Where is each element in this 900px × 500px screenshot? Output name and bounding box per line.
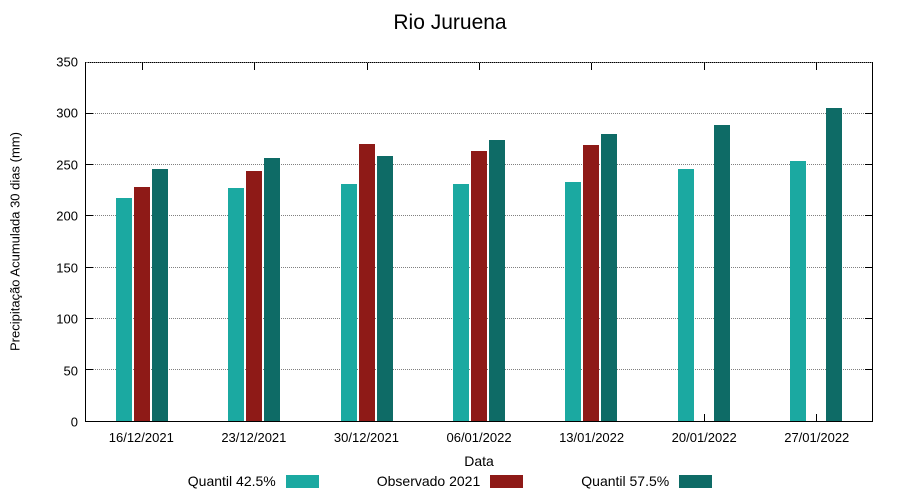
bar — [470, 150, 487, 421]
x-tick-label: 13/01/2022 — [559, 430, 625, 445]
y-tick-mark — [86, 113, 93, 115]
x-tick-mark — [815, 63, 817, 70]
bar — [601, 133, 618, 421]
y-tick-mark — [865, 368, 872, 370]
bar-group — [116, 63, 169, 421]
x-axis-tick-labels: 16/12/2021 23/12/2021 30/12/2021 06/01/2022… — [85, 430, 873, 445]
legend-swatch — [679, 474, 713, 488]
y-axis-tick-labels: 0 50 100 150 200 250 300 350 — [42, 55, 78, 430]
x-tick-label: 06/01/2022 — [446, 430, 512, 445]
bar-group — [452, 63, 505, 421]
legend-label: Quantil 57.5% — [581, 473, 670, 489]
y-tick-label: 100 — [56, 311, 78, 327]
bar — [340, 183, 357, 421]
plot-area — [85, 62, 873, 422]
x-tick-label: 30/12/2021 — [333, 430, 399, 445]
y-tick-mark — [86, 215, 93, 217]
x-tick-mark — [591, 63, 593, 70]
y-tick-mark — [865, 215, 872, 217]
bars-row — [86, 63, 872, 421]
bar — [789, 161, 806, 421]
y-tick-label: 350 — [56, 54, 78, 70]
bar — [116, 198, 133, 421]
x-tick-label: 27/01/2022 — [784, 430, 850, 445]
y-tick-mark — [86, 368, 93, 370]
legend-swatch — [285, 474, 319, 488]
chart-title: Rio Juruena — [393, 11, 507, 34]
bar — [677, 169, 694, 421]
bar — [134, 186, 151, 421]
y-tick-mark — [86, 317, 93, 319]
bar-group — [228, 63, 281, 421]
bar — [713, 125, 730, 421]
y-tick-label: 150 — [56, 260, 78, 276]
bar — [583, 144, 600, 421]
bar — [264, 158, 281, 421]
bar — [152, 169, 169, 421]
bar — [452, 183, 469, 421]
bar — [246, 171, 263, 421]
y-tick-label: 300 — [56, 105, 78, 121]
legend-item: Quantil 42.5% — [188, 473, 319, 489]
x-tick-label: 16/12/2021 — [108, 430, 174, 445]
y-tick-mark — [865, 113, 872, 115]
x-tick-mark — [479, 63, 480, 70]
x-tick-mark — [142, 63, 144, 70]
legend-item: Quantil 57.5% — [581, 473, 713, 489]
legend: Quantil 42.5% Observado 2021 Quantil 57.5% — [0, 473, 900, 489]
bar — [376, 156, 393, 421]
bar-group — [677, 63, 730, 421]
bar — [565, 181, 582, 421]
y-tick-label: 200 — [56, 208, 78, 224]
x-tick-mark — [703, 63, 705, 70]
x-tick-mark — [703, 414, 705, 421]
gridline — [86, 113, 872, 115]
x-tick-mark — [254, 63, 256, 70]
y-tick-mark — [865, 317, 872, 319]
legend-item: Observado 2021 — [377, 473, 524, 489]
y-tick-label: 50 — [63, 363, 78, 379]
x-tick-mark — [366, 63, 368, 70]
x-tick-label: 20/01/2022 — [671, 430, 737, 445]
bar-group — [565, 63, 618, 421]
legend-swatch — [490, 474, 524, 488]
y-tick-label: 250 — [56, 157, 78, 173]
y-tick-label: 0 — [70, 414, 78, 430]
y-tick-mark — [86, 164, 93, 166]
gridline — [86, 62, 872, 63]
legend-label: Observado 2021 — [376, 473, 481, 489]
y-tick-mark — [865, 164, 872, 166]
x-tick-label: 23/12/2021 — [221, 430, 287, 445]
y-axis-label: Precipitação Acumulada 30 dias (mm) — [7, 132, 23, 352]
bar — [358, 143, 375, 421]
bar — [228, 187, 245, 421]
bar-group — [340, 63, 393, 421]
legend-label: Quantil 42.5% — [187, 473, 276, 489]
x-tick-mark — [815, 414, 817, 421]
bar-group — [789, 63, 842, 421]
x-axis-label: Data — [464, 453, 494, 469]
y-tick-mark — [86, 266, 93, 268]
y-tick-mark — [865, 266, 872, 268]
bar — [488, 139, 505, 421]
bar — [825, 108, 842, 421]
